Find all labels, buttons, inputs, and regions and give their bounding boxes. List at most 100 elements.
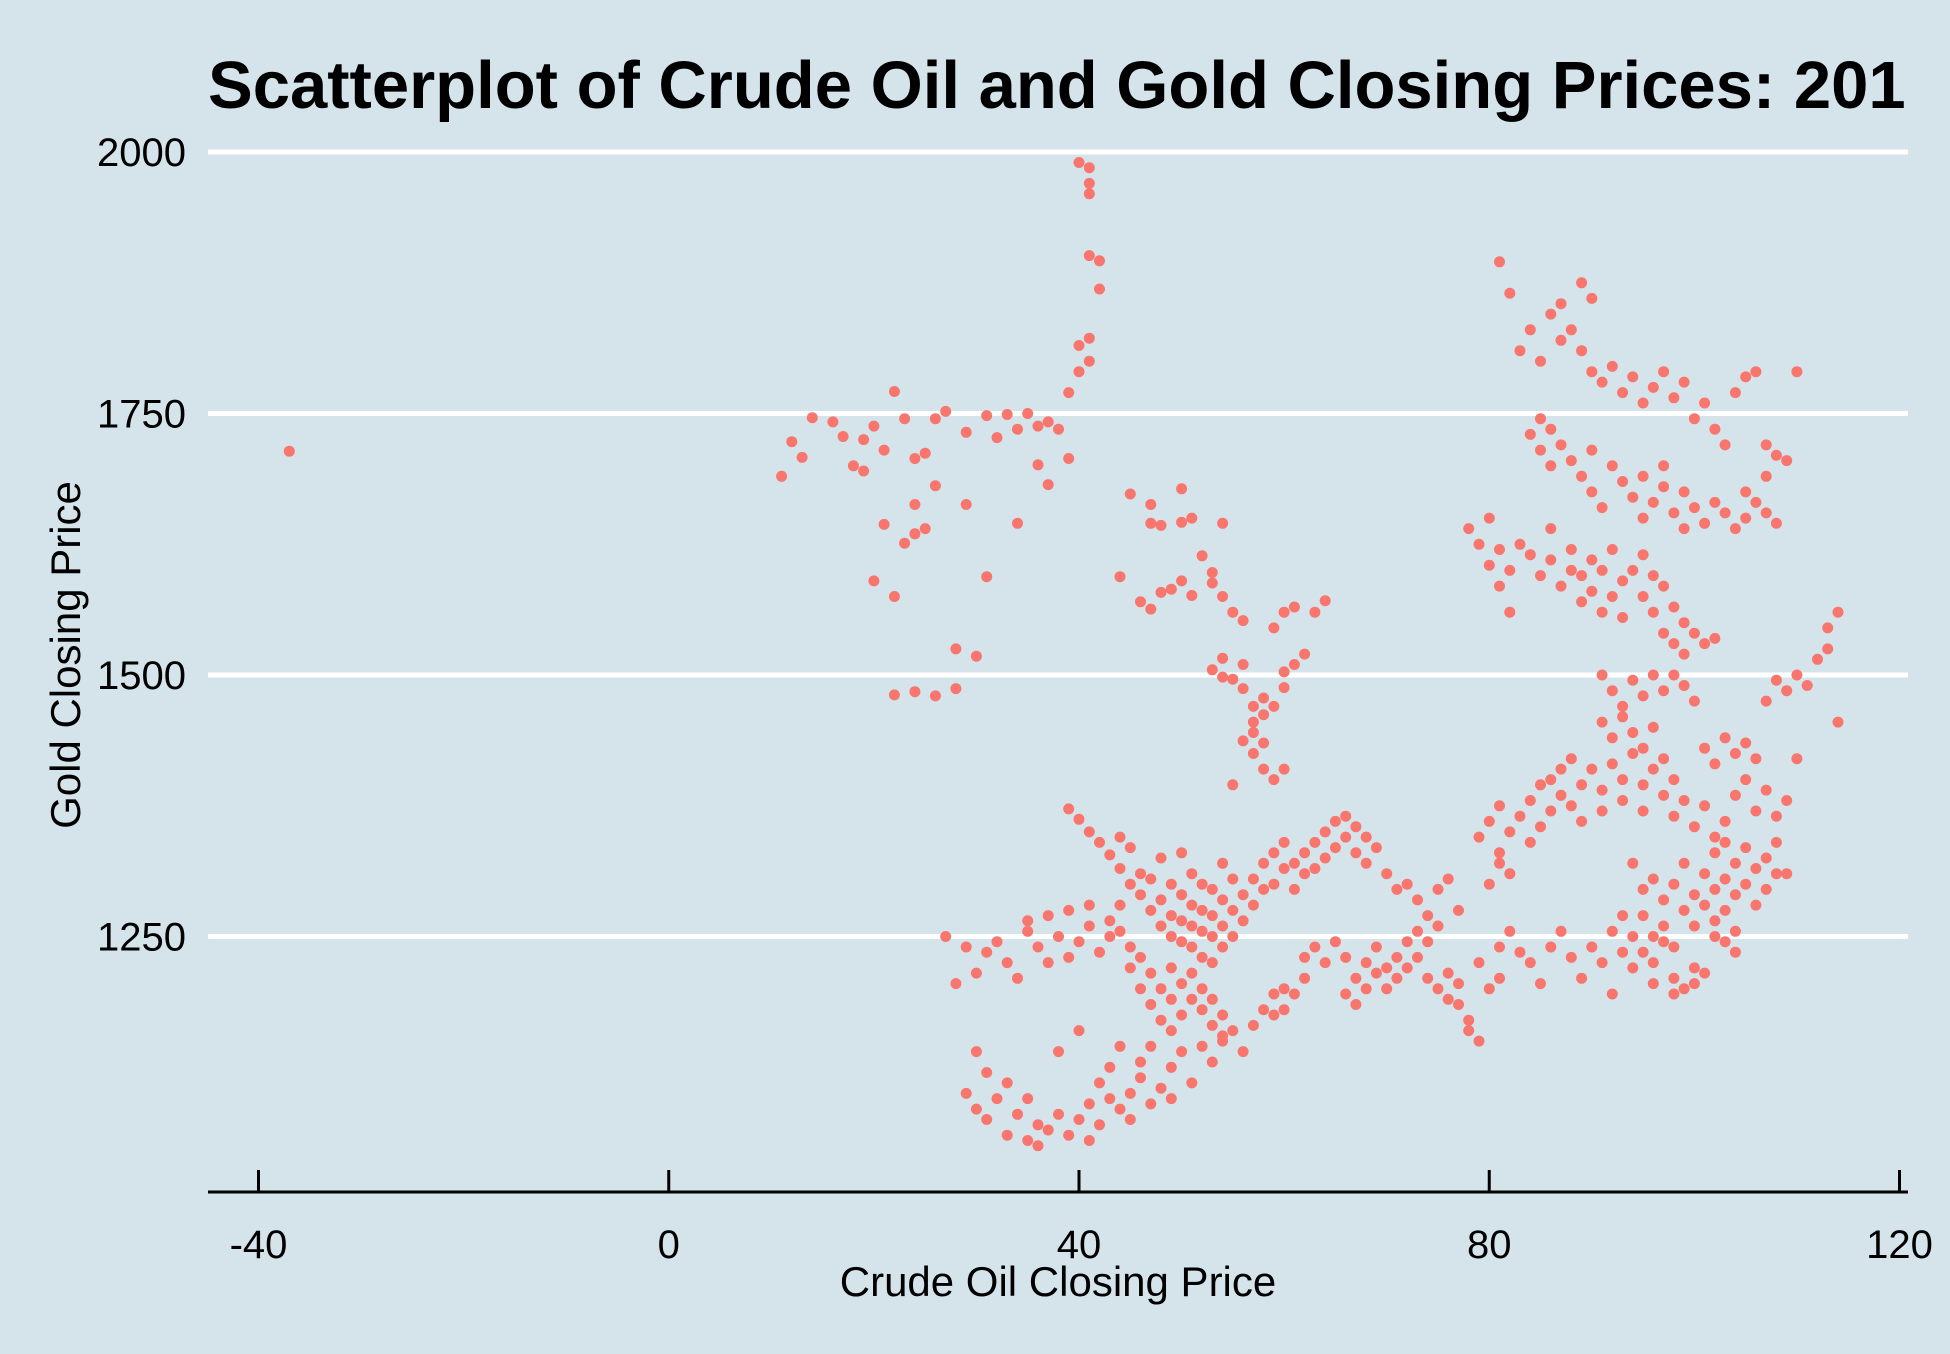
data-point	[1781, 795, 1793, 806]
data-point	[1627, 931, 1639, 942]
data-point	[1760, 470, 1772, 482]
data-point	[1606, 360, 1618, 372]
data-point	[1647, 763, 1659, 775]
data-point	[1740, 878, 1752, 890]
data-point	[1196, 925, 1208, 937]
data-point	[1760, 852, 1772, 864]
data-point	[1658, 627, 1670, 639]
data-point	[1001, 409, 1013, 420]
data-point	[1094, 1119, 1105, 1131]
y-axis-label: Gold Closing Price	[42, 481, 89, 829]
data-point	[1217, 652, 1229, 664]
data-point	[1637, 742, 1649, 754]
data-point	[1268, 878, 1280, 890]
data-point	[1781, 868, 1793, 880]
data-point	[1124, 941, 1136, 953]
data-point	[1709, 847, 1721, 859]
data-point	[1658, 753, 1670, 765]
data-point	[1483, 815, 1495, 827]
data-point	[1463, 1025, 1475, 1037]
data-point	[1247, 700, 1259, 712]
data-point	[1822, 622, 1834, 634]
data-point	[1083, 332, 1095, 344]
data-point	[283, 445, 295, 457]
data-point	[1278, 763, 1290, 775]
data-point	[970, 650, 982, 662]
data-point	[1381, 962, 1393, 974]
data-point	[1319, 595, 1331, 607]
data-point	[1822, 643, 1834, 655]
data-point	[1617, 612, 1629, 623]
data-point	[1565, 544, 1577, 555]
y-tick-label: 2000	[97, 131, 186, 175]
data-point	[1668, 669, 1680, 681]
data-point	[1514, 345, 1526, 357]
data-point	[1401, 936, 1413, 948]
data-point	[1186, 590, 1198, 601]
data-point	[1155, 519, 1167, 531]
data-point	[1268, 700, 1280, 712]
data-point	[1268, 774, 1280, 786]
data-point	[878, 444, 890, 456]
data-point	[1494, 256, 1505, 268]
data-point	[1042, 957, 1054, 969]
data-point	[1606, 925, 1618, 937]
data-point	[1247, 727, 1259, 738]
data-point	[827, 416, 839, 428]
data-point	[1688, 889, 1700, 901]
data-point	[1083, 162, 1095, 174]
data-point	[858, 465, 870, 477]
data-point	[1596, 957, 1608, 969]
data-point	[1288, 988, 1300, 1000]
data-point	[1606, 685, 1618, 697]
data-point	[1381, 868, 1393, 880]
data-point	[1647, 931, 1659, 942]
data-point	[1688, 627, 1700, 639]
data-point	[981, 1114, 993, 1125]
data-point	[1083, 355, 1095, 367]
data-point	[981, 410, 993, 422]
data-point	[1217, 1009, 1229, 1021]
data-point	[1545, 805, 1557, 817]
data-point	[1422, 910, 1434, 922]
data-point	[1740, 774, 1752, 786]
data-point	[1576, 277, 1588, 289]
data-point	[1699, 517, 1711, 529]
data-point	[1617, 387, 1629, 399]
data-point	[1740, 486, 1752, 498]
data-point	[909, 499, 921, 510]
data-point	[1791, 669, 1803, 681]
data-point	[1288, 883, 1300, 895]
data-point	[1524, 836, 1536, 848]
data-point	[1555, 789, 1567, 801]
data-point	[1104, 1093, 1116, 1105]
data-point	[1494, 800, 1505, 812]
data-point	[1114, 925, 1126, 937]
data-point	[1596, 606, 1608, 618]
data-point	[1699, 742, 1711, 754]
data-point	[1278, 682, 1290, 694]
x-tick-label: 80	[1467, 1223, 1512, 1267]
data-point	[1637, 690, 1649, 702]
data-point	[1350, 847, 1362, 859]
data-point	[1770, 449, 1782, 461]
data-point	[1637, 883, 1649, 895]
data-point	[1535, 779, 1546, 791]
data-point	[1022, 1135, 1034, 1146]
data-point	[1791, 366, 1803, 378]
data-point	[1155, 920, 1167, 932]
data-point	[1740, 512, 1752, 524]
data-point	[960, 941, 972, 953]
data-point	[1719, 507, 1731, 519]
data-point	[1750, 496, 1762, 508]
data-point	[929, 690, 941, 702]
data-point	[847, 460, 859, 472]
data-point	[1709, 915, 1721, 927]
data-point	[1576, 815, 1588, 827]
data-point	[1617, 774, 1629, 786]
data-point	[1658, 460, 1670, 472]
data-point	[1319, 852, 1331, 864]
data-point	[1729, 889, 1741, 901]
data-point	[1217, 1030, 1229, 1042]
x-tick-label: 40	[1057, 1223, 1102, 1267]
